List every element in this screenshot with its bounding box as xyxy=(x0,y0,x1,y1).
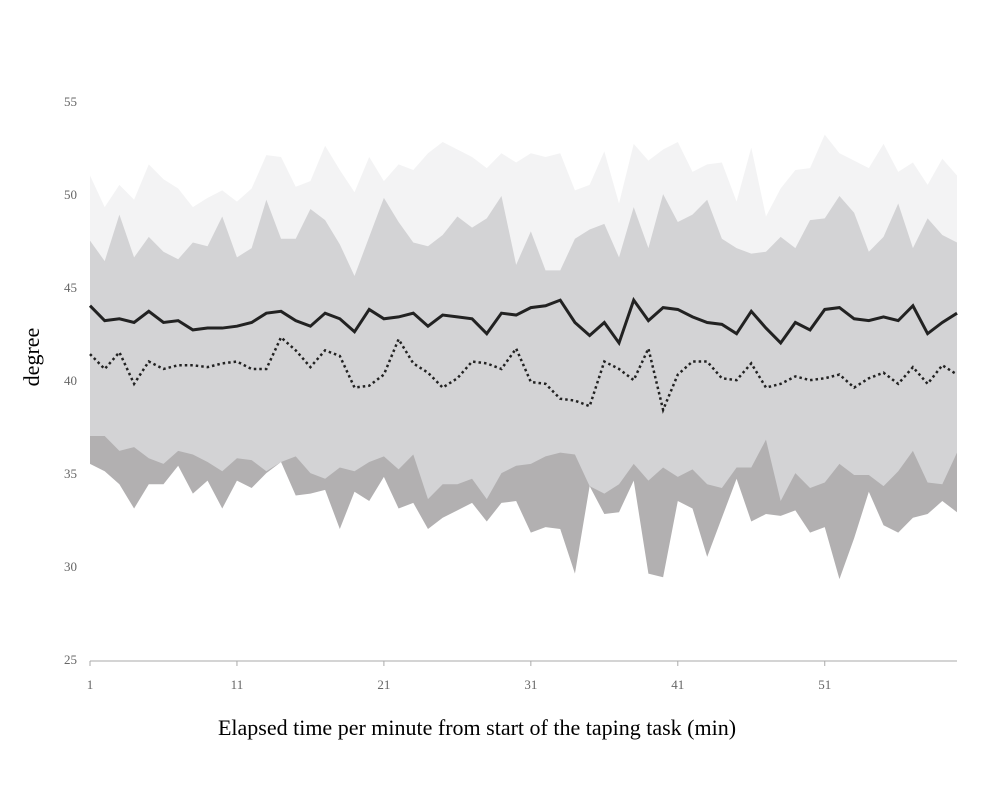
y-axis-label: degree xyxy=(19,328,44,387)
y-tick-label: 35 xyxy=(64,466,77,481)
x-axis-label: Elapsed time per minute from start of th… xyxy=(218,715,736,740)
y-tick-label: 45 xyxy=(64,280,77,295)
x-tick-label: 11 xyxy=(231,677,244,692)
y-tick-label: 50 xyxy=(64,187,77,202)
y-tick-label: 40 xyxy=(64,373,77,388)
y-tick-label: 55 xyxy=(64,94,77,109)
x-tick-label: 51 xyxy=(818,677,831,692)
y-tick-label: 30 xyxy=(64,559,77,574)
line-series xyxy=(89,335,958,414)
x-tick-label: 31 xyxy=(524,677,537,692)
y-tick-label: 25 xyxy=(64,652,77,667)
area-band xyxy=(90,461,957,661)
x-tick-label: 1 xyxy=(87,677,94,692)
line-series xyxy=(88,296,958,347)
x-tick-label: 21 xyxy=(377,677,390,692)
x-tick-label: 41 xyxy=(671,677,684,692)
